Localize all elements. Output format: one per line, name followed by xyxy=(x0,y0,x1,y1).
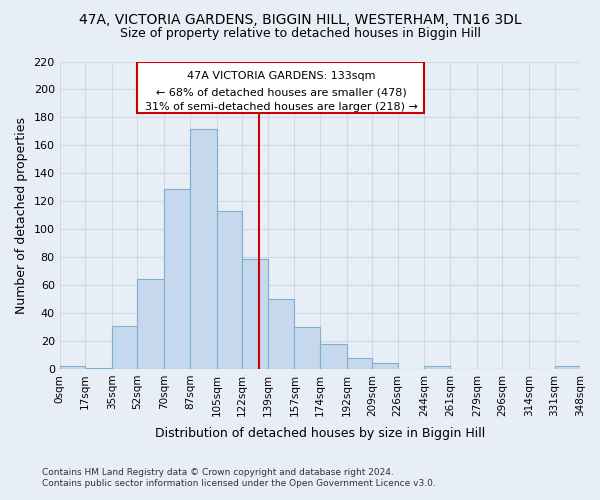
Bar xyxy=(190,128,217,369)
Text: ← 68% of detached houses are smaller (478): ← 68% of detached houses are smaller (47… xyxy=(155,88,406,98)
X-axis label: Distribution of detached houses by size in Biggin Hill: Distribution of detached houses by size … xyxy=(155,427,485,440)
Bar xyxy=(554,366,580,369)
Bar xyxy=(320,344,347,369)
Bar xyxy=(424,366,450,369)
Bar xyxy=(347,358,372,369)
Bar xyxy=(59,366,85,369)
Y-axis label: Number of detached properties: Number of detached properties xyxy=(15,116,28,314)
Bar xyxy=(268,299,295,369)
Text: Size of property relative to detached houses in Biggin Hill: Size of property relative to detached ho… xyxy=(119,28,481,40)
Bar xyxy=(112,326,137,369)
Bar xyxy=(242,258,268,369)
Bar xyxy=(372,364,398,369)
Bar xyxy=(217,211,242,369)
Bar xyxy=(164,188,190,369)
Text: Contains HM Land Registry data © Crown copyright and database right 2024.
Contai: Contains HM Land Registry data © Crown c… xyxy=(42,468,436,487)
Bar xyxy=(137,280,164,369)
Text: 47A VICTORIA GARDENS: 133sqm: 47A VICTORIA GARDENS: 133sqm xyxy=(187,71,375,81)
FancyBboxPatch shape xyxy=(137,62,424,113)
Text: 47A, VICTORIA GARDENS, BIGGIN HILL, WESTERHAM, TN16 3DL: 47A, VICTORIA GARDENS, BIGGIN HILL, WEST… xyxy=(79,12,521,26)
Bar xyxy=(85,368,112,369)
Text: 31% of semi-detached houses are larger (218) →: 31% of semi-detached houses are larger (… xyxy=(145,102,418,112)
Bar xyxy=(295,327,320,369)
